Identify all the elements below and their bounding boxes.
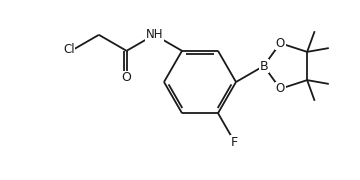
Text: NH: NH: [145, 28, 163, 41]
Text: O: O: [276, 82, 285, 95]
Text: O: O: [122, 71, 131, 84]
Text: F: F: [230, 136, 238, 149]
Text: Cl: Cl: [63, 43, 75, 56]
Text: B: B: [260, 60, 268, 73]
Text: O: O: [276, 37, 285, 50]
